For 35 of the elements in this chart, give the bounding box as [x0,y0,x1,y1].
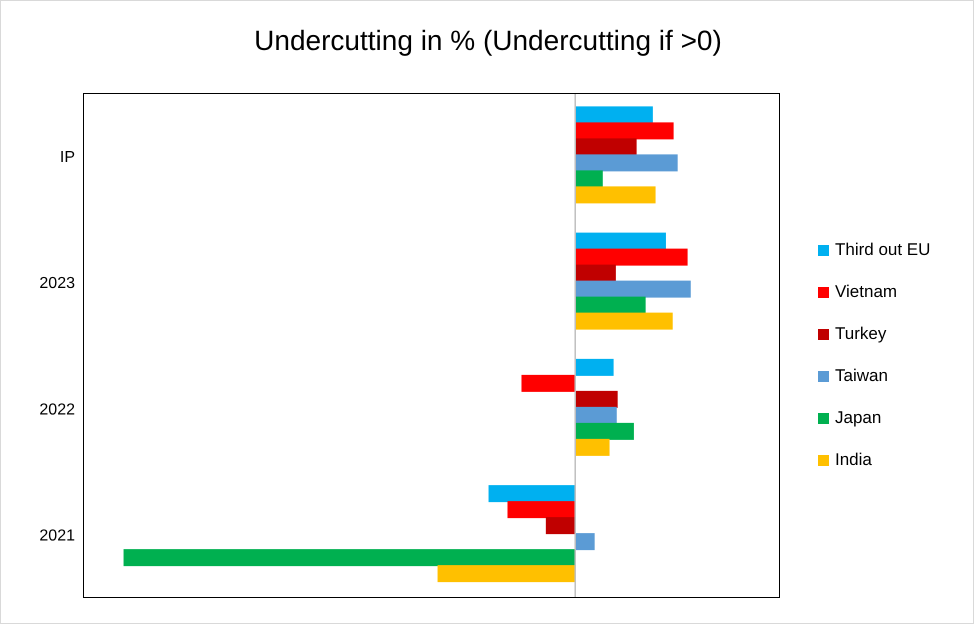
bar [574,533,595,550]
bar [124,549,576,566]
legend-label: India [835,450,872,470]
bar [574,106,653,124]
bar [546,517,576,534]
bar [574,438,610,456]
bar [574,312,673,330]
bar [574,422,634,440]
bar [521,374,576,392]
bar [574,358,614,376]
bar [574,406,617,424]
bar [574,122,674,140]
bar [438,565,576,582]
bar [574,186,656,204]
legend-label: Japan [835,408,882,428]
y-tick-label: 2021 [39,528,76,545]
bar [574,170,603,188]
bar [488,485,576,502]
legend-label: Third out EU [835,240,930,260]
y-tick-label: 2023 [39,275,76,292]
legend-label: Vietnam [835,282,898,302]
bar [574,138,637,156]
bar [574,264,616,282]
bar [574,390,618,408]
bar [574,280,691,298]
y-tick-label: IP [60,148,75,166]
chart-title: Undercutting in % (Undercutting if >0) [253,25,723,57]
legend-label: Turkey [835,324,886,344]
bar [574,296,646,314]
bar [574,154,678,172]
legend-label: Taiwan [835,366,888,386]
y-tick-label: 2022 [39,401,76,418]
bar [574,248,688,266]
bar [574,232,666,250]
bar [507,501,576,518]
